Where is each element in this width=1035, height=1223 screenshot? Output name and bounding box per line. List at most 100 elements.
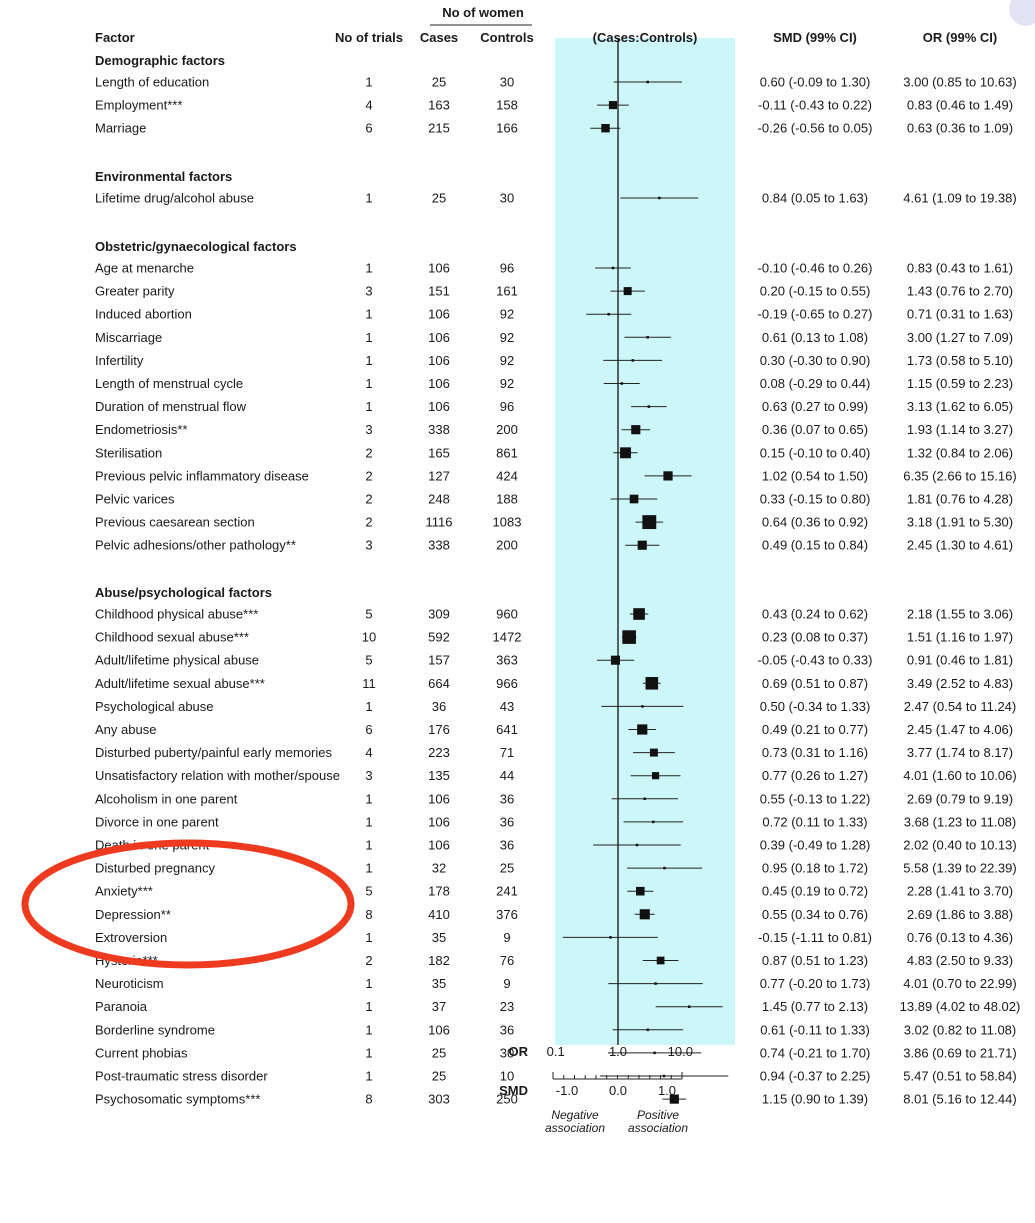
factor-label: Depression** (95, 907, 171, 922)
controls-value: 76 (500, 953, 514, 968)
trials-value: 2 (365, 953, 372, 968)
controls-value: 36 (500, 791, 514, 806)
controls-value: 30 (500, 1045, 514, 1060)
cases-value: 25 (432, 191, 446, 206)
factor-label: Anxiety*** (95, 884, 153, 899)
smd-ci-label: 0.84 (0.05 to 1.63) (762, 191, 868, 206)
controls-value: 166 (496, 121, 518, 136)
header-smd-ci: SMD (99% CI) (773, 30, 857, 45)
trials-value: 1 (365, 999, 372, 1014)
point-estimate-marker (631, 359, 635, 362)
or-ci-label: 2.69 (1.86 to 3.88) (907, 907, 1013, 922)
or-ci-label: 1.32 (0.84 to 2.06) (907, 445, 1013, 460)
or-ci-label: 3.00 (0.85 to 10.63) (903, 75, 1016, 90)
cases-value: 215 (428, 121, 450, 136)
smd-tick-label: 0.0 (609, 1083, 627, 1098)
or-ci-label: 3.18 (1.91 to 5.30) (907, 515, 1013, 530)
controls-value: 92 (500, 307, 514, 322)
cases-value: 178 (428, 884, 450, 899)
trials-value: 5 (365, 607, 372, 622)
group-title: Abuse/psychological factors (95, 585, 272, 600)
trials-value: 8 (365, 907, 372, 922)
factor-label: Any abuse (95, 722, 156, 737)
controls-value: 188 (496, 492, 518, 507)
controls-value: 25 (500, 861, 514, 876)
smd-tick-label: -1.0 (556, 1083, 578, 1098)
or-ci-label: 3.68 (1.23 to 11.08) (904, 814, 1017, 829)
smd-ci-label: 0.55 (-0.13 to 1.22) (760, 791, 871, 806)
factor-label: Age at menarche (95, 261, 194, 276)
controls-value: 96 (500, 261, 514, 276)
header-no-of-women: No of women (442, 5, 524, 20)
or-ci-label: 1.15 (0.59 to 2.23) (907, 376, 1013, 391)
point-estimate-marker (623, 287, 632, 296)
or-ci-label: 0.71 (0.31 to 1.63) (907, 307, 1013, 322)
annotation-ellipse (21, 839, 355, 969)
controls-value: 92 (500, 330, 514, 345)
smd-ci-label: 0.87 (0.51 to 1.23) (762, 953, 868, 968)
controls-value: 641 (496, 722, 518, 737)
factor-label: Neuroticism (95, 976, 164, 991)
cases-value: 36 (432, 699, 446, 714)
smd-ci-label: 0.23 (0.08 to 0.37) (762, 630, 868, 645)
or-tick-label: 1.0 (609, 1044, 627, 1059)
factor-label: Duration of menstrual flow (95, 399, 247, 414)
factor-label: Unsatisfactory relation with mother/spou… (95, 768, 340, 783)
point-estimate-marker (637, 540, 647, 550)
cases-value: 182 (428, 953, 450, 968)
or-ci-label: 8.01 (5.16 to 12.44) (903, 1092, 1016, 1107)
factor-label: Previous caesarean section (95, 515, 255, 530)
or-ci-label: 2.45 (1.30 to 4.61) (907, 538, 1013, 553)
cases-value: 151 (428, 284, 450, 299)
trials-value: 2 (365, 445, 372, 460)
cases-value: 163 (428, 98, 450, 113)
trials-value: 4 (365, 98, 372, 113)
controls-value: 44 (500, 768, 514, 783)
smd-ci-label: 1.15 (0.90 to 1.39) (762, 1092, 868, 1107)
trials-value: 3 (365, 284, 372, 299)
point-estimate-marker (658, 196, 661, 200)
trials-value: 5 (365, 653, 372, 668)
factor-label: Adult/lifetime sexual abuse*** (95, 676, 265, 691)
point-estimate-marker (620, 447, 631, 459)
smd-ci-label: 0.45 (0.19 to 0.72) (762, 884, 868, 899)
or-ci-label: 4.01 (1.60 to 10.06) (903, 768, 1016, 783)
point-estimate-marker (646, 80, 649, 84)
point-estimate-marker (662, 1074, 666, 1078)
controls-value: 9 (503, 930, 510, 945)
or-ci-label: 2.45 (1.47 to 4.06) (907, 722, 1013, 737)
negative-association-label: Negative (551, 1108, 599, 1122)
smd-ci-label: 0.63 (0.27 to 0.99) (762, 399, 868, 414)
trials-value: 1 (365, 1022, 372, 1037)
or-ci-label: 1.81 (0.76 to 4.28) (907, 492, 1013, 507)
point-estimate-marker (646, 336, 649, 339)
factor-label: Disturbed pregnancy (95, 861, 215, 876)
cases-value: 338 (428, 538, 450, 553)
point-estimate-marker (645, 677, 659, 690)
smd-ci-label: 0.94 (-0.37 to 2.25) (760, 1069, 871, 1084)
point-estimate-marker (629, 494, 639, 504)
cases-value: 309 (428, 607, 450, 622)
point-estimate-marker (637, 724, 648, 735)
header-cases: Cases (420, 30, 458, 45)
trials-value: 1 (365, 75, 372, 90)
controls-value: 1472 (493, 630, 522, 645)
cases-value: 127 (428, 468, 450, 483)
factor-label: Miscarriage (95, 330, 162, 345)
factor-label: Length of menstrual cycle (95, 376, 243, 391)
point-estimate-marker (647, 405, 651, 408)
factor-label: Psychological abuse (95, 699, 214, 714)
cases-value: 248 (428, 492, 450, 507)
point-estimate-marker (642, 515, 657, 530)
controls-value: 161 (496, 284, 518, 299)
or-ci-label: 5.47 (0.51 to 58.84) (903, 1069, 1016, 1084)
point-estimate-marker (631, 425, 641, 435)
or-ci-label: 13.89 (4.02 to 48.02) (900, 999, 1021, 1014)
smd-ci-label: 0.49 (0.21 to 0.77) (762, 722, 868, 737)
smd-ci-label: 0.36 (0.07 to 0.65) (762, 422, 868, 437)
trials-value: 3 (365, 768, 372, 783)
or-ci-label: 3.86 (0.69 to 21.71) (903, 1045, 1016, 1060)
trials-value: 4 (365, 745, 372, 760)
controls-value: 250 (496, 1092, 518, 1107)
header-no-of-trials: No of trials (335, 30, 403, 45)
